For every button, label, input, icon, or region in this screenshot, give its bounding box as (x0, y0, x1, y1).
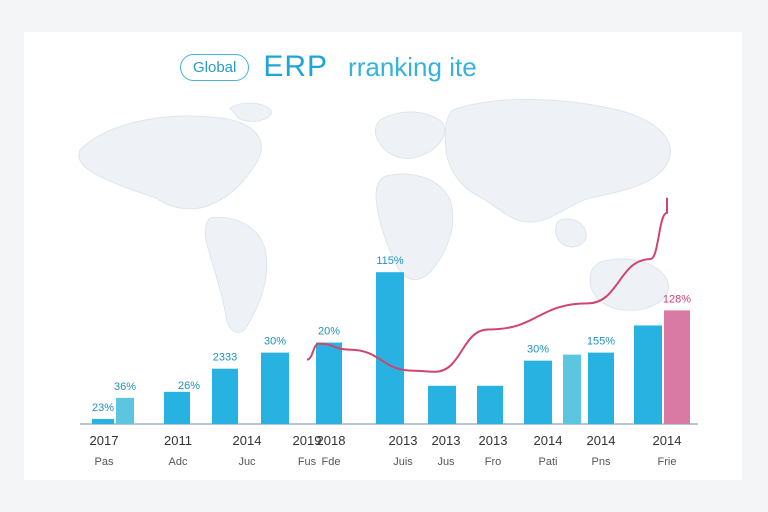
bar-2014-10 (634, 325, 662, 424)
chart-title: ERP (263, 50, 329, 83)
x-sublabel: Juis (393, 456, 413, 468)
x-tick-label: 2013 (389, 433, 418, 448)
bar-2014-2 (212, 368, 238, 424)
x-sublabel: Pns (592, 456, 611, 468)
x-sublabel: Jus (437, 456, 455, 468)
value-label: 155% (587, 336, 615, 348)
x-tick-label: 2019 (293, 433, 322, 448)
x-tick-label: 2013 (479, 433, 508, 448)
x-tick-label: 2013 (432, 433, 461, 448)
world-map-background (78, 99, 671, 333)
value-label-extra: 26% (178, 380, 200, 392)
global-badge: Global (180, 53, 250, 81)
chart-header: Global ERP rranking ite (180, 50, 477, 84)
bars-layer (92, 272, 690, 424)
bar-secondary-2014-8 (563, 354, 581, 424)
x-tick-label: 2014 (233, 433, 262, 448)
trend-line (306, 197, 669, 373)
bar-2017-0 (92, 418, 114, 424)
value-label: 23% (92, 402, 114, 414)
value-label: 20% (318, 326, 340, 338)
x-tick-label: 2018 (317, 433, 346, 448)
value-label: 30% (264, 336, 286, 348)
x-tick-label: 2014 (653, 433, 682, 448)
value-label: 2333 (213, 352, 237, 364)
bar-2013-7 (477, 385, 503, 424)
bar-2019-3 (261, 352, 289, 424)
x-sublabel: Pati (539, 456, 558, 468)
value-labels-layer: 23%36% 2333 30% 20% 115% 30% 155% 128% 26% (92, 255, 691, 414)
value-label-secondary: 36% (114, 381, 136, 393)
x-sublabel: Fro (485, 456, 502, 468)
bar-2014-8 (524, 360, 552, 424)
trend-layer (306, 197, 669, 373)
value-label-secondary: 128% (663, 293, 691, 305)
value-label: 30% (527, 344, 549, 356)
x-sublabel: Frie (658, 456, 677, 468)
x-sublabel: Adc (169, 456, 188, 468)
bar-secondary-2017-0 (116, 397, 134, 424)
bar-2014-9 (588, 352, 614, 424)
bar-2013-6 (428, 385, 456, 424)
x-tick-label: 2017 (90, 433, 119, 448)
bar-2013-5 (376, 272, 404, 424)
bar-2011-1 (164, 391, 190, 424)
value-label: 115% (376, 255, 404, 267)
chart-subtitle: rranking ite (348, 51, 477, 82)
bar-2018-4 (316, 342, 342, 424)
x-sublabel: Fus (298, 456, 317, 468)
x-tick-label: 2011 (164, 433, 192, 448)
x-tick-label: 2014 (534, 433, 563, 448)
x-sublabel: Fde (322, 456, 341, 468)
x-sublabel: Pas (95, 456, 114, 468)
x-sublabel: Juc (238, 456, 256, 468)
x-tick-label: 2014 (587, 433, 616, 448)
bar-secondary-2014-10 (664, 310, 690, 424)
